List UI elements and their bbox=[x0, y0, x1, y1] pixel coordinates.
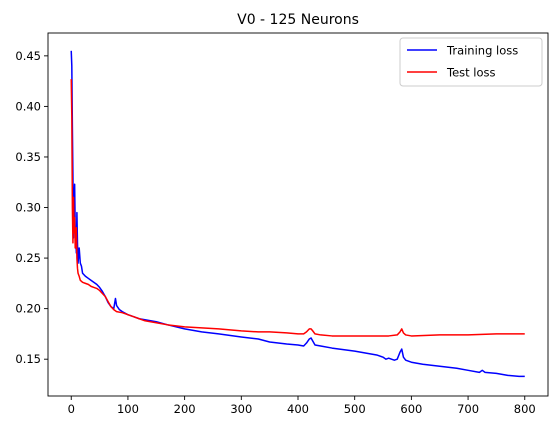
y-tick-label: 0.30 bbox=[15, 201, 41, 215]
chart-title: V0 - 125 Neurons bbox=[237, 12, 359, 28]
x-tick-label: 700 bbox=[457, 402, 479, 416]
x-tick-label: 100 bbox=[117, 402, 139, 416]
x-axis: 0 100 200 300 400 500 600 700 800 bbox=[68, 396, 536, 416]
y-tick-label: 0.45 bbox=[15, 49, 41, 63]
y-tick-label: 0.15 bbox=[15, 352, 41, 366]
y-tick-label: 0.25 bbox=[15, 251, 41, 265]
y-axis: 0.15 0.20 0.25 0.30 0.35 0.40 0.45 bbox=[15, 49, 48, 366]
legend-label-test-loss: Test loss bbox=[446, 66, 496, 80]
series-line-training-loss bbox=[70, 50, 525, 378]
plot-area: 0 100 200 300 400 500 600 700 800 0.150.200.250.… bbox=[15, 32, 549, 416]
x-tick-label: 800 bbox=[514, 402, 536, 416]
x-tick-label: 0 bbox=[68, 402, 75, 416]
x-tick-label: 300 bbox=[230, 402, 252, 416]
series-lines bbox=[70, 50, 525, 378]
series-line-test-loss bbox=[70, 79, 525, 337]
legend-label-training-loss: Training loss bbox=[446, 44, 518, 58]
x-tick-label: 500 bbox=[344, 402, 366, 416]
x-tick-label: 200 bbox=[174, 402, 196, 416]
legend: Training loss Test loss bbox=[399, 37, 543, 87]
y-tick-label: 0.40 bbox=[15, 99, 41, 113]
x-tick-label: 400 bbox=[287, 402, 309, 416]
y-tick-label: 0.20 bbox=[15, 302, 41, 316]
x-tick-label: 600 bbox=[400, 402, 422, 416]
y-tick-label: 0.35 bbox=[15, 150, 41, 164]
